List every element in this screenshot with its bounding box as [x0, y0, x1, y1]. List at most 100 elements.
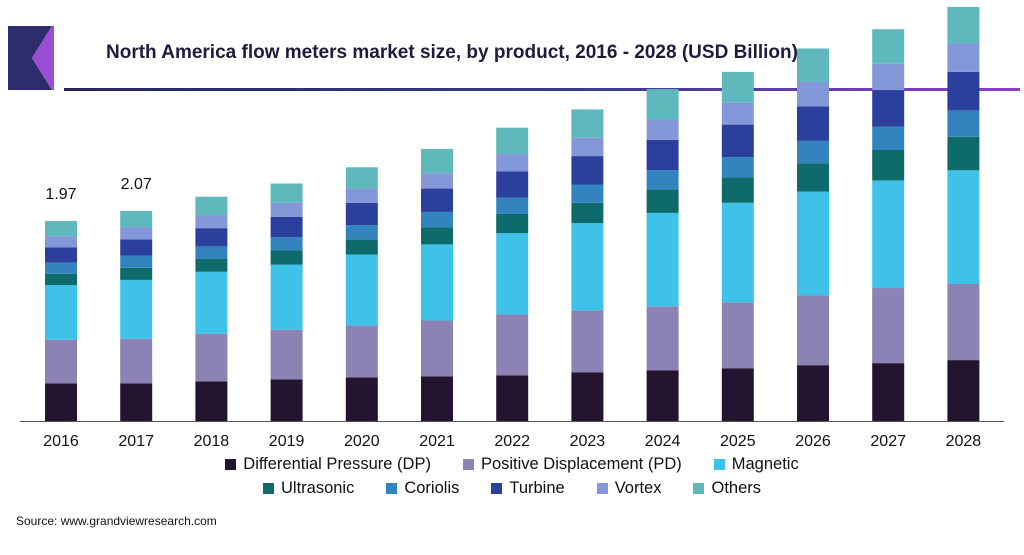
bar-segment [45, 221, 77, 237]
bar-segment [496, 314, 529, 376]
x-tick-label: 2018 [194, 433, 230, 450]
legend-item: Ultrasonic [262, 479, 355, 498]
bar-stack-2017 [120, 210, 153, 421]
bar-segment [496, 233, 529, 315]
bar-segment [947, 71, 980, 111]
legend-label: Ultrasonic [280, 479, 355, 497]
legend-item: Magnetic [713, 455, 799, 474]
bar-segment [872, 126, 905, 150]
x-tick-label: 2023 [570, 433, 606, 450]
bar-segment [195, 271, 228, 334]
bar-segment [872, 288, 905, 364]
bar-segment [120, 279, 153, 339]
bar-segment [872, 63, 905, 91]
bar-segment [421, 227, 453, 245]
legend-label: Positive Displacement (PD) [480, 455, 682, 473]
bar-segment [195, 196, 228, 215]
bar-segment [421, 320, 453, 377]
logo [8, 26, 54, 97]
bar-segment [195, 333, 228, 382]
bar-segment [872, 180, 905, 289]
bar-segment [120, 239, 153, 256]
legend-label: Turbine [509, 479, 565, 497]
x-tick-label: 2020 [344, 433, 380, 450]
bar-segment [571, 156, 604, 185]
bar-segment [947, 136, 980, 171]
bar-segment [345, 225, 378, 240]
bar-segment [571, 184, 604, 203]
bar-segment [797, 140, 829, 164]
bar-segment [721, 202, 754, 303]
x-tick-label: 2021 [419, 433, 455, 450]
legend-label: Coriolis [404, 479, 460, 497]
bar-segment [195, 381, 228, 421]
x-tick-label: 2019 [269, 433, 305, 450]
bar-segment [947, 6, 980, 44]
x-tick-label: 2025 [720, 433, 756, 450]
bar-segment [195, 258, 228, 272]
bar-segment [345, 254, 378, 326]
bar-segment [270, 329, 303, 380]
bar-segment [571, 223, 604, 311]
bar-segment [797, 295, 829, 366]
bar-segment [421, 376, 453, 421]
bar-segment [270, 379, 303, 421]
bar-segment [345, 239, 378, 255]
bar-segment [496, 197, 529, 214]
bar-segment [45, 273, 77, 285]
legend-label: Differential Pressure (DP) [243, 455, 431, 473]
bar-segment [646, 170, 679, 190]
bar-segment [571, 202, 604, 224]
bar-stack-2024 [646, 89, 679, 421]
bar-segment [45, 262, 77, 274]
bar-segment [646, 119, 679, 140]
bar-stack-2021 [421, 148, 453, 421]
bar-stack-2018 [195, 196, 228, 421]
bar-segment [120, 210, 153, 228]
bar-stack-2025 [721, 71, 754, 421]
bar-segment [797, 365, 829, 421]
bar-segment [195, 228, 228, 247]
bar-segment [195, 246, 228, 259]
bar-stack-2023 [571, 109, 604, 421]
bar-segment [571, 109, 604, 138]
bar-segment [721, 302, 754, 369]
legend-item: Others [693, 479, 761, 498]
source-note: Source: www.grandviewresearch.com [16, 514, 217, 528]
bar-segment [721, 124, 754, 158]
bar-segment [947, 43, 980, 72]
bar-segment [270, 250, 303, 265]
bar-segment [421, 173, 453, 189]
bar-segment [947, 170, 980, 284]
legend-swatch [491, 483, 503, 494]
bar-segment [721, 157, 754, 178]
bar-segment [45, 383, 77, 421]
legend-row-1: Differential Pressure (DP) Positive Displ… [0, 455, 1024, 474]
x-tick-label: 2017 [118, 433, 154, 450]
bar-segment [872, 363, 905, 421]
bar-stack-2027 [872, 29, 905, 421]
bar-segment [797, 163, 829, 192]
bar-segment [496, 127, 529, 155]
legend-row-2: Ultrasonic Coriolis Turbine Vortex Others [0, 479, 1024, 498]
bar-segment [571, 137, 604, 157]
legend-label: Vortex [614, 479, 662, 497]
bar-segment [571, 372, 604, 421]
bar-segment [646, 370, 679, 421]
bar-segment [120, 383, 153, 421]
bar-stack-2026 [797, 48, 829, 421]
bar-segment [270, 216, 303, 238]
bar-segment [421, 211, 453, 228]
bar-segment [421, 244, 453, 321]
bar-segment [646, 306, 679, 371]
bar-segment [270, 202, 303, 217]
bar-segment [721, 368, 754, 421]
bar-segment [496, 171, 529, 198]
bar-segment [195, 214, 228, 229]
legend-item: Vortex [596, 479, 662, 498]
page-title: North America flow meters market size, b… [106, 42, 798, 63]
legend-swatch [262, 483, 274, 494]
bar-segment [270, 183, 303, 203]
bar-segment [421, 148, 453, 174]
legend-label: Others [711, 479, 762, 497]
